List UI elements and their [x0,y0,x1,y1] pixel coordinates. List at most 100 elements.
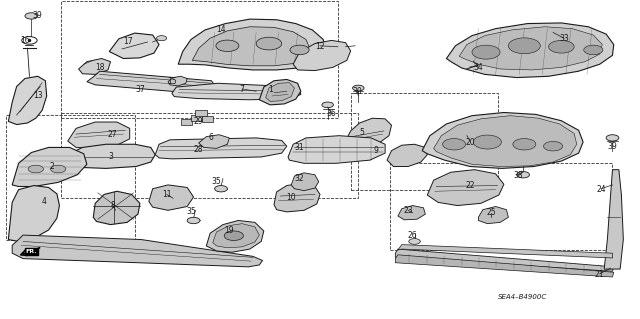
Text: 8: 8 [110,201,115,210]
Bar [351,93,497,190]
Text: 38: 38 [513,171,523,180]
Polygon shape [156,138,287,159]
Text: 1: 1 [268,85,273,94]
Polygon shape [8,186,60,241]
Polygon shape [434,116,577,167]
Text: 4: 4 [42,197,47,206]
Text: 10: 10 [287,193,296,202]
Text: 39: 39 [32,11,42,20]
Polygon shape [259,79,301,105]
Bar [61,114,358,198]
Polygon shape [198,135,229,148]
Polygon shape [274,183,320,212]
Text: 27: 27 [108,130,117,138]
Text: 25: 25 [486,208,496,217]
Text: 6: 6 [209,133,214,142]
Polygon shape [180,119,192,124]
Circle shape [256,37,282,50]
Polygon shape [12,235,262,267]
Polygon shape [178,19,326,70]
Polygon shape [604,170,623,269]
Text: 5: 5 [360,128,365,137]
Polygon shape [202,116,213,122]
Circle shape [290,45,309,55]
Polygon shape [206,220,264,252]
Circle shape [51,165,66,173]
Text: 39: 39 [607,142,618,151]
Bar [61,1,338,118]
Polygon shape [398,245,612,258]
Polygon shape [447,23,614,78]
Bar [6,115,135,240]
Polygon shape [195,110,207,116]
Polygon shape [149,185,193,210]
Polygon shape [344,118,392,148]
Polygon shape [398,205,426,220]
Text: 9: 9 [374,146,379,155]
Text: SEA4–B4900C: SEA4–B4900C [497,294,547,300]
Polygon shape [387,144,428,167]
Text: 18: 18 [95,63,104,72]
Text: 26: 26 [408,231,417,240]
Polygon shape [93,191,140,225]
Polygon shape [293,41,351,70]
Polygon shape [109,33,159,58]
Polygon shape [478,206,508,224]
Circle shape [322,102,333,108]
Polygon shape [428,170,504,205]
Text: 13: 13 [33,92,42,100]
Text: 35: 35 [186,207,196,216]
Circle shape [508,38,540,54]
Circle shape [473,135,501,149]
Circle shape [216,40,239,51]
Text: FR.: FR. [26,249,37,254]
Polygon shape [212,224,259,248]
Text: 22: 22 [465,181,475,190]
Polygon shape [191,115,202,121]
Text: 14: 14 [216,25,226,34]
Polygon shape [87,71,218,94]
Text: 20: 20 [465,137,475,146]
Text: 34: 34 [474,63,483,72]
Text: 15: 15 [167,77,177,86]
Polygon shape [79,58,111,74]
Text: 37: 37 [135,85,145,94]
Polygon shape [172,83,301,100]
Text: 11: 11 [162,190,172,199]
Polygon shape [291,173,319,191]
Polygon shape [168,76,187,86]
Text: 23: 23 [403,206,413,215]
Circle shape [443,138,466,150]
Polygon shape [68,122,130,148]
Bar [390,163,612,250]
Text: 19: 19 [225,226,234,235]
Circle shape [472,45,500,59]
Text: 33: 33 [559,34,569,43]
Polygon shape [288,136,385,163]
Text: 3: 3 [108,152,113,161]
Text: 28: 28 [194,145,204,154]
Circle shape [214,186,227,192]
Circle shape [606,135,619,141]
Polygon shape [192,27,310,66]
Text: 29: 29 [194,117,204,126]
Text: 24: 24 [596,185,606,194]
Circle shape [28,165,44,173]
Polygon shape [396,255,614,277]
Polygon shape [396,249,614,271]
Polygon shape [65,144,156,168]
Text: 16: 16 [20,36,30,45]
Text: 2: 2 [49,162,54,171]
Text: 32: 32 [295,174,305,183]
Polygon shape [422,113,583,168]
Polygon shape [8,76,47,124]
Text: 30: 30 [352,87,362,96]
Polygon shape [460,27,602,70]
Text: 36: 36 [326,109,336,118]
Circle shape [353,85,364,91]
Circle shape [25,13,38,19]
Polygon shape [12,147,87,187]
Text: 12: 12 [316,42,324,51]
Circle shape [409,239,420,244]
Text: 31: 31 [295,143,305,152]
